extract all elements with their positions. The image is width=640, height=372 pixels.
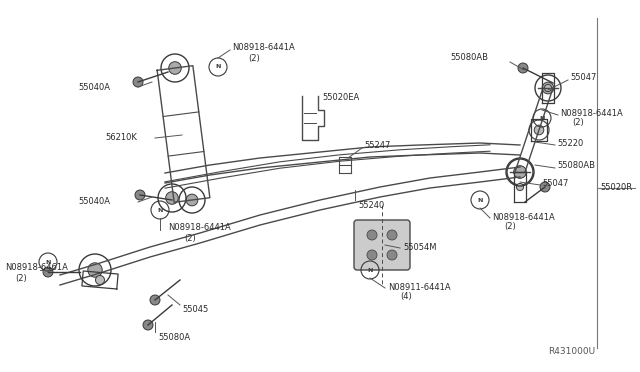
Text: N08918-6441A: N08918-6441A xyxy=(168,224,231,232)
Text: (4): (4) xyxy=(400,292,412,301)
Circle shape xyxy=(95,276,104,285)
Text: 55020EA: 55020EA xyxy=(322,93,359,102)
Circle shape xyxy=(516,183,524,190)
Text: (2): (2) xyxy=(572,119,584,128)
Text: N: N xyxy=(45,260,51,264)
Text: 55080AB: 55080AB xyxy=(557,161,595,170)
Circle shape xyxy=(43,267,53,277)
Text: N: N xyxy=(540,115,545,121)
Circle shape xyxy=(534,125,544,135)
Circle shape xyxy=(514,166,526,178)
Text: (2): (2) xyxy=(504,222,516,231)
Text: N08918-6441A: N08918-6441A xyxy=(560,109,623,118)
Circle shape xyxy=(545,84,552,92)
Text: N08918-6441A: N08918-6441A xyxy=(232,44,295,52)
Text: 55040A: 55040A xyxy=(78,198,110,206)
Circle shape xyxy=(135,190,145,200)
Circle shape xyxy=(518,63,528,73)
Circle shape xyxy=(514,166,526,178)
Text: N: N xyxy=(157,208,163,212)
Text: 55080A: 55080A xyxy=(158,333,190,341)
Text: N: N xyxy=(367,267,372,273)
Text: 56210K: 56210K xyxy=(105,134,137,142)
Text: (2): (2) xyxy=(184,234,196,243)
Text: 55054M: 55054M xyxy=(403,244,436,253)
Circle shape xyxy=(169,62,181,74)
Circle shape xyxy=(133,77,143,87)
Text: (2): (2) xyxy=(248,54,260,62)
Circle shape xyxy=(540,182,550,192)
Text: N: N xyxy=(215,64,221,70)
Text: 55020R: 55020R xyxy=(600,183,632,192)
Text: R431000U: R431000U xyxy=(548,347,595,356)
FancyBboxPatch shape xyxy=(354,220,410,270)
Text: 55047: 55047 xyxy=(542,179,568,187)
Text: 55040A: 55040A xyxy=(78,83,110,92)
Circle shape xyxy=(150,295,160,305)
Text: (2): (2) xyxy=(15,273,27,282)
Circle shape xyxy=(367,230,377,240)
Text: 55045: 55045 xyxy=(182,305,208,314)
Text: N08918-6441A: N08918-6441A xyxy=(492,212,555,221)
Circle shape xyxy=(166,192,179,204)
Text: 55240: 55240 xyxy=(358,201,384,209)
Circle shape xyxy=(88,263,102,277)
Text: 55047: 55047 xyxy=(570,74,596,83)
Circle shape xyxy=(367,250,377,260)
Circle shape xyxy=(186,194,198,206)
Circle shape xyxy=(542,82,554,94)
Text: 55247: 55247 xyxy=(364,141,390,151)
Text: N08911-6441A: N08911-6441A xyxy=(388,282,451,292)
Text: N: N xyxy=(477,198,483,202)
Text: 55220: 55220 xyxy=(557,138,583,148)
Text: N08918-6461A: N08918-6461A xyxy=(5,263,68,273)
Circle shape xyxy=(387,250,397,260)
Text: 55080AB: 55080AB xyxy=(450,54,488,62)
Circle shape xyxy=(143,320,153,330)
Circle shape xyxy=(387,230,397,240)
